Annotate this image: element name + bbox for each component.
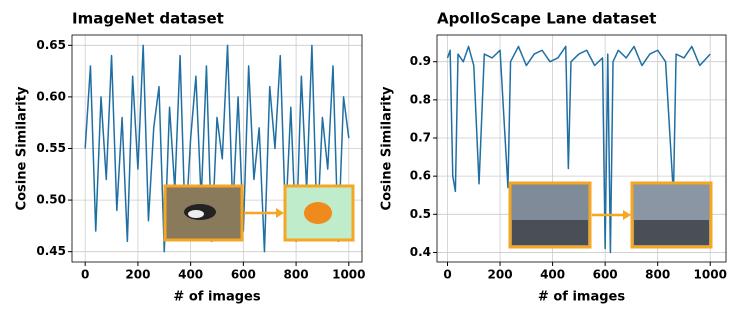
chart-panel: ApolloScape Lane dataset # of images Cosin… xyxy=(380,10,727,305)
y-tick-label: 0.55 xyxy=(36,141,66,155)
x-tick-label: 200 xyxy=(488,268,513,282)
arrow-head xyxy=(623,210,631,220)
chart-panel: ImageNet dataset # of images Cosine Simila… xyxy=(15,10,366,305)
x-tick-label: 0 xyxy=(81,268,89,282)
x-tick-label: 600 xyxy=(593,268,618,282)
y-tick-label: 0.9 xyxy=(410,54,431,68)
x-tick-label: 400 xyxy=(540,268,565,282)
x-tick-label: 1000 xyxy=(332,268,365,282)
x-axis-label: # of images xyxy=(173,290,260,305)
x-axis-label: # of images xyxy=(538,290,625,305)
data-line xyxy=(446,45,711,254)
x-tick-label: 600 xyxy=(231,268,256,282)
y-tick-label: 0.50 xyxy=(36,193,66,207)
y-axis-label: Cosine Similarity xyxy=(380,86,395,210)
fish xyxy=(304,202,332,224)
plot-frame xyxy=(71,34,363,263)
y-tick-label: 0.4 xyxy=(410,245,431,259)
y-axis-label: Cosine Similarity xyxy=(15,86,30,210)
y-tick-label: 0.7 xyxy=(410,131,431,145)
x-tick-label: 0 xyxy=(443,268,451,282)
data-line xyxy=(84,44,350,253)
y-tick-label: 0.60 xyxy=(36,89,66,103)
x-tick-label: 800 xyxy=(284,268,309,282)
road xyxy=(634,220,709,245)
plot-frame xyxy=(436,34,727,263)
chart-title: ImageNet dataset xyxy=(72,10,224,28)
x-tick-label: 800 xyxy=(645,268,670,282)
arrow-head xyxy=(276,208,284,218)
x-tick-label: 200 xyxy=(125,268,150,282)
bird-belly xyxy=(188,210,204,218)
insets xyxy=(163,181,713,249)
y-tick-label: 0.45 xyxy=(36,244,66,258)
y-tick-label: 0.8 xyxy=(410,92,431,106)
y-tick-label: 0.65 xyxy=(36,38,66,52)
chart-title: ApolloScape Lane dataset xyxy=(437,10,656,28)
y-tick-label: 0.5 xyxy=(410,207,431,221)
x-tick-label: 400 xyxy=(178,268,203,282)
road xyxy=(512,220,588,245)
y-tick-label: 0.6 xyxy=(410,169,431,183)
x-tick-label: 1000 xyxy=(694,268,727,282)
